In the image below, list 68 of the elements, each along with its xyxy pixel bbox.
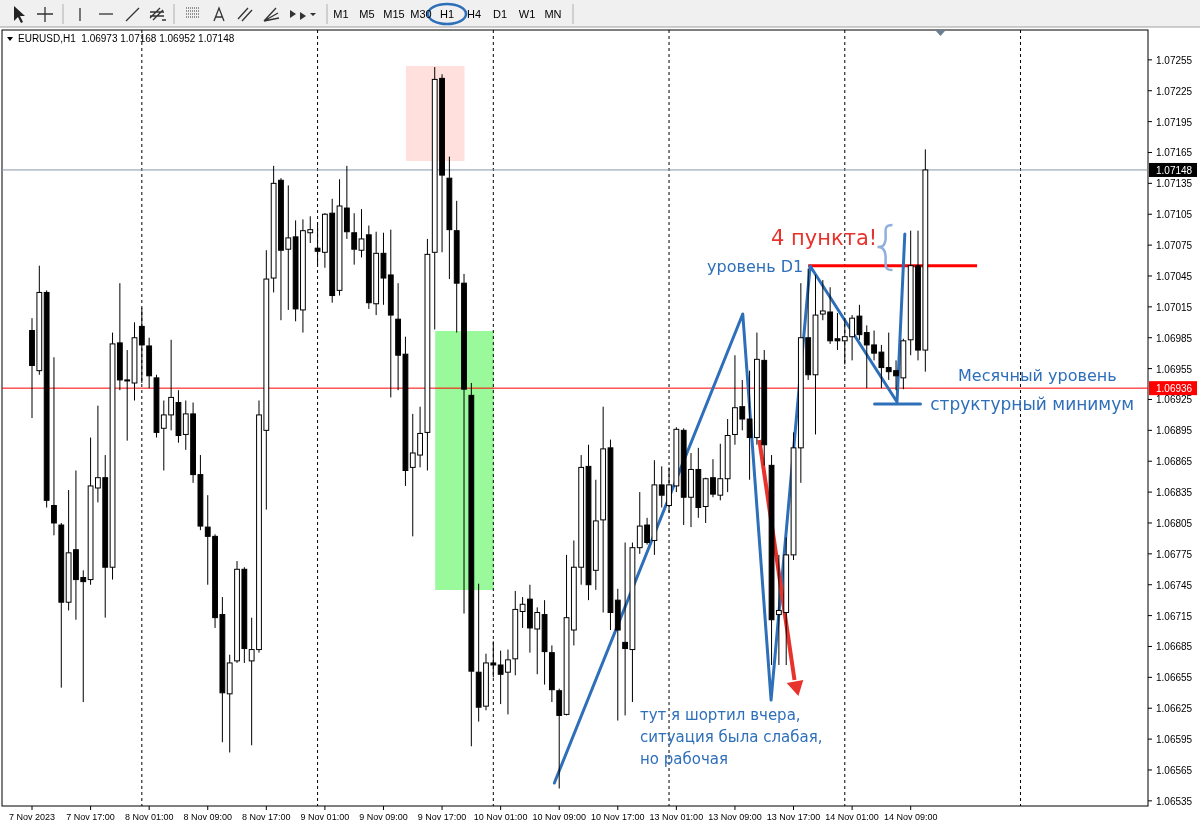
candlestick	[226, 654, 233, 753]
candlestick	[51, 356, 57, 536]
x-tick-label: 7 Nov 17:00	[66, 812, 115, 822]
y-tick-label: 1.07015	[1156, 301, 1193, 313]
text: M5	[359, 8, 375, 20]
x-tick-label: 10 Nov 01:00	[473, 812, 528, 822]
chart-title: EURUSD,H1 1.06973 1.07168 1.06952 1.07148	[18, 33, 235, 44]
y-tick-label: 1.06775	[1156, 548, 1193, 560]
y-tick-label: 1.06625	[1156, 703, 1193, 715]
y-tick-label: 1.07255	[1156, 54, 1193, 66]
y-tick-label: 1.07165	[1156, 147, 1193, 159]
candlestick	[512, 590, 519, 676]
x-tick-label: 8 Nov 09:00	[183, 812, 233, 822]
x-tick-label: 14 Nov 01:00	[825, 812, 879, 822]
x-tick-label: 10 Nov 17:00	[591, 812, 645, 822]
candlestick	[541, 599, 548, 686]
y-tick-label: 1.06535	[1156, 795, 1193, 807]
y-tick-label: 1.06985	[1156, 332, 1193, 344]
text: D1	[492, 8, 508, 20]
y-tick-label: 1.07075	[1156, 240, 1193, 252]
y-tick-label: 1.07045	[1156, 270, 1193, 282]
x-tick-label: 10 Nov 09:00	[532, 812, 586, 822]
x-tick-label: 9 Nov 17:00	[417, 812, 467, 822]
ref-line-label: уровень D1	[707, 256, 804, 276]
x-tick-label: 9 Nov 09:00	[359, 812, 408, 822]
y-tick-label: 1.07135	[1156, 178, 1193, 190]
x-tick-label: 13 Nov 01:00	[649, 812, 704, 822]
y-tick-label: 1.06745	[1156, 579, 1193, 591]
candlestick	[548, 644, 555, 703]
candlestick	[43, 289, 50, 509]
y-tick-label: 1.06895	[1156, 425, 1193, 437]
y-tick-label: 1.06595	[1156, 734, 1193, 746]
annotation: тут я шортил вчера, ситуация была слабая, но рабочая	[640, 706, 823, 768]
text: M15	[383, 8, 405, 20]
y-tick-label: 1.06715	[1156, 610, 1193, 622]
candlestick	[424, 238, 431, 471]
x-tick-label: 13 Nov 09:00	[708, 812, 762, 822]
x-tick-label: 9 Nov 01:00	[300, 812, 350, 822]
text: MN	[544, 8, 562, 20]
candlestick	[446, 156, 453, 280]
y-tick-label: 1.06805	[1156, 517, 1193, 529]
y-tick-label: 1.06685	[1156, 641, 1193, 653]
y-tick-label: 1.06565	[1156, 764, 1193, 776]
y-tick-label: 1.07105	[1156, 209, 1193, 221]
ref-line-label: 1.07148	[1156, 164, 1193, 176]
y-tick-label: 1.06655	[1156, 672, 1193, 684]
x-tick-label: 8 Nov 17:00	[242, 812, 291, 822]
x-tick-label: 8 Nov 01:00	[124, 812, 174, 822]
y-tick-label: 1.06865	[1156, 456, 1193, 468]
x-tick-label: 7 Nov 2023	[8, 812, 56, 822]
y-tick-label: 1.06925	[1156, 394, 1193, 406]
candlestick	[468, 382, 475, 747]
annotation: структурный минимум	[930, 394, 1135, 414]
x-tick-label: 14 Nov 09:00	[883, 812, 938, 822]
candlestick	[58, 522, 65, 689]
annotation: 4 пункта!	[771, 226, 878, 250]
ref-line-label: 1.06936	[1156, 383, 1193, 395]
y-tick-label: 1.07225	[1156, 85, 1193, 97]
text: W1	[518, 8, 536, 20]
y-tick-label: 1.07195	[1156, 116, 1193, 128]
text: H4	[466, 8, 482, 20]
text: H1	[439, 8, 455, 20]
y-tick-label: 1.06955	[1156, 363, 1193, 375]
x-tick-label: 13 Nov 17:00	[766, 812, 821, 822]
candlestick	[724, 418, 731, 493]
y-tick-label: 1.06835	[1156, 487, 1193, 499]
text: M1	[333, 8, 349, 20]
annotation: Месячный уровень	[958, 366, 1117, 386]
